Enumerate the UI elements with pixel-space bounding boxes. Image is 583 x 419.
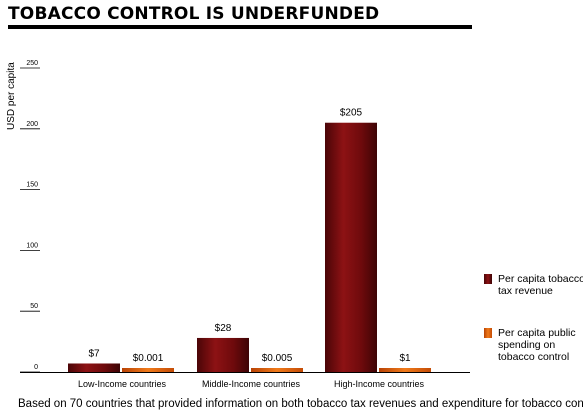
footnote: Based on 70 countries that provided info… <box>18 398 583 410</box>
y-tick-label-150: 150 <box>26 182 38 189</box>
bar-tax-0 <box>68 363 120 372</box>
chart-title: TOBACCO CONTROL IS UNDERFUNDED <box>8 4 380 24</box>
x-tick-label-1: Middle-Income countries <box>202 379 301 389</box>
data-label-tax-0: $7 <box>88 348 100 359</box>
bar-tax-2 <box>325 122 377 372</box>
y-tick-label-100: 100 <box>26 242 38 249</box>
y-tick-label-50: 50 <box>30 303 38 310</box>
bar-tax-1 <box>197 337 249 372</box>
legend-label-tax: Per capita tobacco tax revenue <box>498 273 583 297</box>
y-tick-label-200: 200 <box>26 121 38 128</box>
legend-swatch-tax <box>484 274 492 284</box>
data-label-tax-1: $28 <box>215 323 232 334</box>
bar-spending-1 <box>251 368 303 372</box>
x-tick-label-2: High-Income countries <box>334 379 425 389</box>
legend-swatch-spending <box>484 328 492 338</box>
y-tick-label-0: 0 <box>34 364 38 371</box>
legend-label-spending: Per capita public spending on tobacco co… <box>498 327 576 363</box>
x-tick-label-0: Low-Income countries <box>78 379 167 389</box>
data-label-spending-2: $1 <box>399 353 411 364</box>
data-label-tax-2: $205 <box>340 108 363 119</box>
data-label-spending-0: $0.001 <box>133 353 164 364</box>
bar-spending-2 <box>379 368 431 372</box>
bar-spending-0 <box>122 368 174 372</box>
title-rule <box>8 25 472 29</box>
y-tick-label-250: 250 <box>26 60 38 67</box>
data-label-spending-1: $0.005 <box>262 353 293 364</box>
